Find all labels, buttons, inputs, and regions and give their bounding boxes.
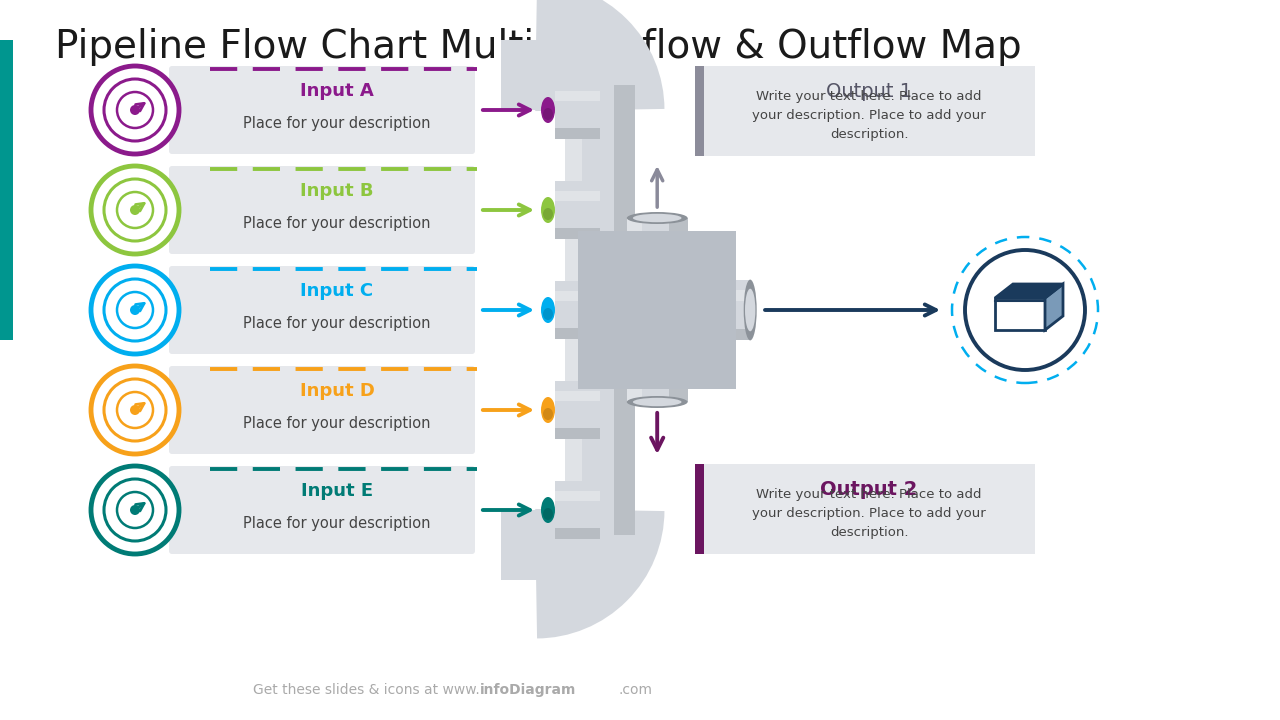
FancyBboxPatch shape <box>564 85 635 535</box>
FancyBboxPatch shape <box>695 66 1036 156</box>
FancyBboxPatch shape <box>556 282 600 339</box>
FancyBboxPatch shape <box>635 330 750 341</box>
Polygon shape <box>995 284 1062 298</box>
Ellipse shape <box>541 97 556 123</box>
Ellipse shape <box>543 308 553 320</box>
Text: Write your text here. Place to add
your description. Place to add your
descripti: Write your text here. Place to add your … <box>753 90 986 141</box>
Circle shape <box>91 466 179 554</box>
Ellipse shape <box>745 289 755 331</box>
Text: infoDiagram: infoDiagram <box>480 683 576 697</box>
Text: Get these slides & icons at www.: Get these slides & icons at www. <box>253 683 480 697</box>
FancyBboxPatch shape <box>695 464 704 554</box>
FancyBboxPatch shape <box>695 464 1036 554</box>
FancyBboxPatch shape <box>564 85 582 535</box>
Ellipse shape <box>541 197 556 223</box>
FancyBboxPatch shape <box>556 391 600 401</box>
FancyBboxPatch shape <box>695 66 704 156</box>
Text: Pipeline Flow Chart Multiple Inflow & Outflow Map: Pipeline Flow Chart Multiple Inflow & Ou… <box>55 28 1021 66</box>
FancyBboxPatch shape <box>556 481 600 539</box>
FancyBboxPatch shape <box>669 341 687 402</box>
Ellipse shape <box>543 408 553 420</box>
FancyBboxPatch shape <box>556 328 600 339</box>
Text: Place for your description: Place for your description <box>243 216 431 231</box>
Text: Output 2: Output 2 <box>820 480 918 499</box>
Ellipse shape <box>543 108 553 120</box>
FancyBboxPatch shape <box>169 166 475 254</box>
Ellipse shape <box>627 396 687 408</box>
FancyBboxPatch shape <box>556 491 600 501</box>
FancyBboxPatch shape <box>635 290 750 301</box>
Text: Input A: Input A <box>300 82 374 100</box>
Circle shape <box>131 105 140 115</box>
FancyBboxPatch shape <box>669 218 687 279</box>
FancyBboxPatch shape <box>169 466 475 554</box>
FancyBboxPatch shape <box>500 510 600 580</box>
FancyBboxPatch shape <box>627 341 687 402</box>
Text: Write your text here. Place to add
your description. Place to add your
descripti: Write your text here. Place to add your … <box>753 488 986 539</box>
Text: Place for your description: Place for your description <box>243 316 431 331</box>
FancyBboxPatch shape <box>614 85 635 535</box>
Ellipse shape <box>541 497 556 523</box>
Circle shape <box>91 366 179 454</box>
Ellipse shape <box>632 397 681 406</box>
Text: Input E: Input E <box>301 482 372 500</box>
FancyBboxPatch shape <box>169 266 475 354</box>
Ellipse shape <box>744 279 756 341</box>
FancyBboxPatch shape <box>579 231 736 389</box>
FancyBboxPatch shape <box>556 181 600 239</box>
FancyBboxPatch shape <box>169 66 475 154</box>
Text: Input C: Input C <box>301 282 374 300</box>
Ellipse shape <box>627 212 687 224</box>
Circle shape <box>131 305 140 315</box>
Text: Place for your description: Place for your description <box>243 516 431 531</box>
FancyBboxPatch shape <box>500 40 600 110</box>
Circle shape <box>131 205 140 215</box>
FancyBboxPatch shape <box>556 528 600 539</box>
FancyBboxPatch shape <box>556 91 600 102</box>
Text: Place for your description: Place for your description <box>243 416 431 431</box>
FancyBboxPatch shape <box>627 341 643 402</box>
FancyBboxPatch shape <box>169 366 475 454</box>
Circle shape <box>91 66 179 154</box>
Ellipse shape <box>541 297 556 323</box>
FancyBboxPatch shape <box>556 428 600 438</box>
Ellipse shape <box>632 214 681 222</box>
FancyBboxPatch shape <box>556 381 600 438</box>
FancyBboxPatch shape <box>995 298 1044 330</box>
Text: .com: .com <box>618 683 652 697</box>
Text: Input B: Input B <box>301 182 374 200</box>
Circle shape <box>91 266 179 354</box>
FancyBboxPatch shape <box>0 40 13 340</box>
FancyBboxPatch shape <box>603 256 712 365</box>
FancyBboxPatch shape <box>635 279 750 341</box>
Ellipse shape <box>543 208 553 220</box>
Ellipse shape <box>541 397 556 423</box>
Ellipse shape <box>543 508 553 520</box>
Circle shape <box>131 505 140 515</box>
Circle shape <box>131 405 140 415</box>
FancyBboxPatch shape <box>556 291 600 302</box>
Text: Output 1: Output 1 <box>826 81 913 101</box>
Circle shape <box>91 166 179 254</box>
FancyBboxPatch shape <box>556 228 600 239</box>
Text: Input D: Input D <box>300 382 375 400</box>
Text: Place for your description: Place for your description <box>243 116 431 131</box>
Circle shape <box>965 250 1085 370</box>
FancyBboxPatch shape <box>627 218 687 279</box>
FancyBboxPatch shape <box>556 191 600 202</box>
FancyBboxPatch shape <box>627 218 643 279</box>
FancyBboxPatch shape <box>556 81 600 139</box>
FancyBboxPatch shape <box>556 128 600 139</box>
Polygon shape <box>1044 284 1062 330</box>
